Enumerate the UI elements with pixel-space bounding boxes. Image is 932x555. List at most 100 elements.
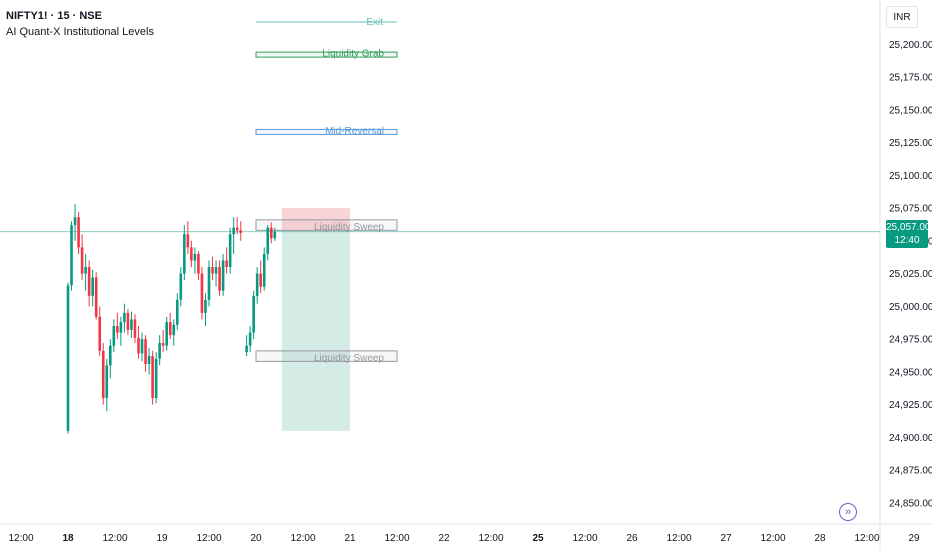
level-mid-reversal-label: Mid-Reversal	[325, 126, 384, 137]
candle-body	[119, 322, 123, 333]
time-tick-label: 12:00	[854, 533, 879, 544]
candle-body	[218, 267, 221, 291]
candle-body	[147, 356, 151, 364]
candle-body	[197, 253, 200, 274]
symbol-title[interactable]: NIFTY1! · 15 · NSE	[6, 10, 102, 22]
time-tick-label: 12:00	[196, 533, 221, 544]
time-tick-label: 12:00	[572, 533, 597, 544]
level-liquidity-sweep-box	[255, 350, 398, 362]
candle	[77, 211, 80, 254]
candle-body	[84, 267, 87, 274]
candle	[105, 358, 109, 412]
time-tick-label: 29	[908, 533, 920, 544]
candle-body	[105, 365, 109, 399]
time-tick-label: 20	[250, 533, 262, 544]
candle	[130, 311, 133, 338]
candle	[98, 306, 102, 357]
time-tick-label: 12:00	[666, 533, 691, 544]
candle-body	[245, 345, 248, 353]
candle	[255, 267, 259, 304]
candle	[109, 339, 112, 379]
candle-body	[123, 312, 126, 323]
candle	[269, 222, 273, 244]
candle	[204, 293, 207, 326]
price-tick-label: 24,900.00	[889, 433, 932, 444]
candle	[80, 234, 84, 281]
candle	[73, 204, 77, 241]
candle	[154, 352, 158, 404]
candle-body	[200, 273, 204, 313]
candle	[137, 325, 140, 359]
candle-body	[193, 253, 197, 261]
candle-body	[232, 227, 235, 235]
candle	[232, 217, 235, 254]
level-exit-label: Exit	[366, 17, 383, 28]
indicator-title[interactable]: AI Quant-X Institutional Levels	[6, 26, 154, 38]
double-chevron-right-icon[interactable]: »	[839, 503, 857, 521]
candle	[262, 247, 266, 291]
candle-body	[183, 234, 186, 274]
price-tick-label: 25,175.00	[889, 73, 932, 84]
candle-body	[190, 247, 193, 261]
candle	[190, 240, 193, 268]
candle	[165, 316, 168, 351]
candle-body	[204, 299, 207, 313]
candle	[123, 303, 126, 333]
candle-body	[158, 343, 161, 359]
candle	[211, 256, 214, 281]
candle-body	[151, 356, 154, 399]
candle-body	[235, 227, 239, 231]
last-price-value: 25,057.00	[886, 222, 931, 233]
price-tick-label: 25,025.00	[889, 269, 932, 280]
candle-body	[225, 260, 228, 268]
candle	[235, 217, 239, 235]
candle-body	[80, 247, 84, 274]
candle	[66, 282, 70, 434]
candle	[248, 325, 252, 353]
candle-body	[154, 358, 158, 399]
candle	[116, 312, 119, 340]
candle	[228, 227, 232, 274]
candle	[221, 253, 225, 296]
time-tick-label: 12:00	[8, 533, 33, 544]
price-tick-label: 24,850.00	[889, 498, 932, 509]
candle	[175, 293, 179, 330]
candle	[133, 314, 137, 344]
candle	[112, 319, 116, 353]
candle-body	[140, 339, 144, 354]
candle-body	[66, 285, 70, 431]
level-liquidity-grab-box	[255, 51, 398, 58]
candle	[172, 319, 176, 346]
candle	[119, 316, 123, 346]
currency-button[interactable]: INR	[886, 6, 918, 28]
candle-body	[269, 227, 273, 239]
candle	[207, 260, 211, 307]
candle-body	[70, 225, 73, 286]
candle	[200, 267, 204, 320]
price-tick-label: 24,925.00	[889, 400, 932, 411]
candle	[158, 335, 161, 366]
take-profit-zone	[281, 231, 350, 431]
candle	[161, 329, 165, 353]
candle-body	[116, 325, 119, 333]
candle-body	[112, 325, 116, 346]
time-tick-label: 22	[438, 533, 450, 544]
candle-body	[214, 267, 218, 274]
price-tick-label: 25,000.00	[889, 302, 932, 313]
time-tick-label: 28	[814, 533, 826, 544]
candle-body	[137, 337, 140, 354]
candle	[126, 308, 130, 336]
candle	[218, 260, 221, 296]
candle-body	[221, 260, 225, 291]
price-tick-label: 25,125.00	[889, 138, 932, 149]
time-tick-label: 26	[626, 533, 638, 544]
candle	[101, 343, 105, 405]
price-tick-label: 25,200.00	[889, 40, 932, 51]
level-liquidity-sweep-label: Liquidity Sweep	[314, 222, 384, 233]
candle-body	[161, 343, 165, 346]
candle-body	[248, 332, 252, 346]
time-tick-label: 12:00	[290, 533, 315, 544]
candle-body	[262, 253, 266, 287]
